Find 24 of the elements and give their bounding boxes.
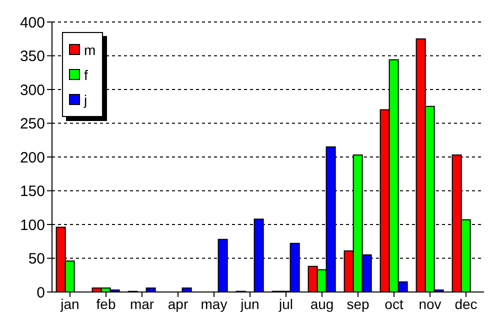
x-tick-label: apr: [168, 296, 188, 312]
x-tick-label: sep: [346, 296, 370, 312]
x-tick-label: jan: [60, 296, 80, 312]
y-tick-label: 150: [20, 183, 45, 200]
x-tick-label: jul: [278, 296, 294, 312]
y-tick-label: 50: [28, 250, 45, 268]
legend-label: j: [84, 92, 88, 108]
x-tick-label: feb: [96, 296, 116, 312]
x-tick-label: nov: [418, 296, 442, 312]
y-tick-label: 250: [20, 116, 45, 133]
y-tick-label: 350: [20, 48, 45, 66]
x-tick-label: dec: [454, 296, 478, 312]
x-tick-label: jun: [240, 296, 260, 312]
x-tick-label: mar: [130, 296, 154, 312]
x-tick-label: aug: [310, 296, 334, 312]
y-tick-label: 400: [20, 14, 45, 32]
legend-label: f: [84, 66, 88, 82]
y-tick-label: 200: [20, 149, 45, 166]
y-tick-label: 100: [20, 216, 45, 234]
y-tick-label: 0: [36, 284, 45, 302]
y-tick-label: 300: [20, 82, 45, 99]
legend-label: m: [84, 42, 96, 58]
x-tick-label: may: [200, 296, 228, 312]
x-tick-label: oct: [384, 296, 404, 312]
